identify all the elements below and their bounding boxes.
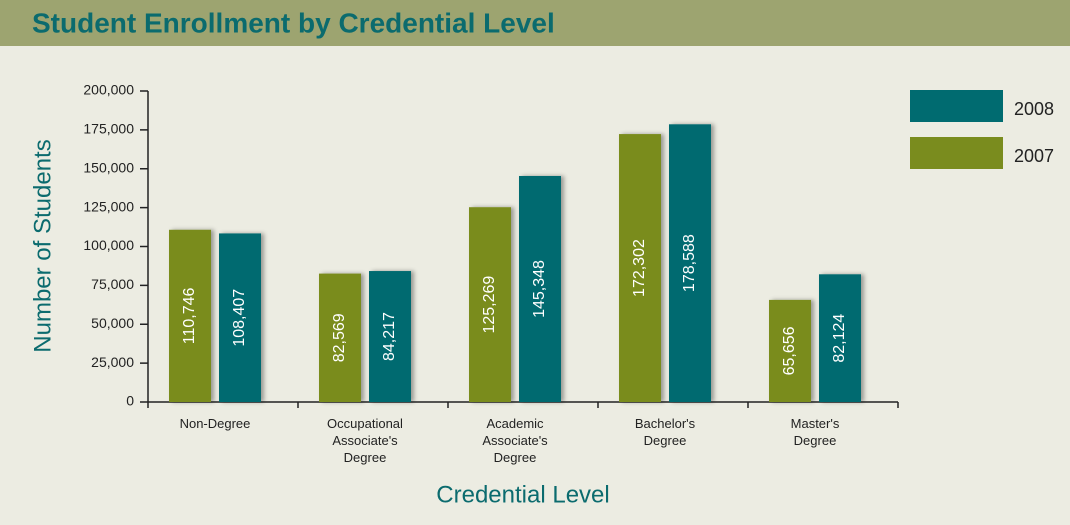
y-tick-label: 200,000 [83, 82, 134, 98]
y-tick-label: 25,000 [91, 354, 134, 370]
y-tick-label: 125,000 [83, 198, 134, 214]
x-tick-label: Bachelor's Degree [634, 416, 696, 448]
bar [769, 299, 811, 402]
x-tick-label: Academic Associate's Degree [482, 416, 548, 465]
legend-swatch [910, 137, 1003, 169]
bar [169, 229, 211, 402]
value-label: 110,746 [181, 287, 198, 344]
y-tick-label: 175,000 [83, 121, 134, 137]
legend-label: 2008 [1014, 99, 1054, 119]
bar [519, 175, 561, 402]
x-tick-label: Occupational Associate's Degree [327, 416, 403, 465]
x-tick-label: Master's Degree [790, 416, 840, 448]
value-label: 108,407 [231, 289, 248, 347]
value-label: 178,588 [681, 234, 698, 292]
value-label: 172,302 [631, 239, 648, 297]
y-tick-label: 100,000 [83, 237, 134, 253]
value-label: 125,269 [481, 276, 498, 334]
bar [469, 207, 511, 402]
y-tick-label: 150,000 [83, 159, 134, 175]
bar [319, 273, 361, 402]
value-label: 65,656 [781, 326, 798, 375]
title-band [0, 0, 1070, 46]
bar [369, 271, 411, 402]
chart-title: Student Enrollment by Credential Level [32, 7, 555, 38]
value-label: 145,348 [531, 260, 548, 318]
bar [819, 274, 861, 402]
x-axis-label: Credential Level [436, 481, 609, 508]
value-label: 82,124 [831, 314, 848, 363]
bar [219, 233, 261, 402]
bar [669, 124, 711, 403]
legend-swatch [910, 90, 1003, 122]
value-label: 82,569 [331, 313, 348, 362]
legend-label: 2007 [1014, 146, 1054, 166]
y-axis-label: Number of Students [29, 139, 56, 352]
x-tick-label: Non-Degree [179, 416, 251, 431]
y-tick-label: 0 [126, 393, 134, 409]
y-tick-label: 50,000 [91, 315, 134, 331]
value-label: 84,217 [381, 312, 398, 361]
y-tick-label: 75,000 [91, 276, 134, 292]
bar [619, 134, 661, 403]
